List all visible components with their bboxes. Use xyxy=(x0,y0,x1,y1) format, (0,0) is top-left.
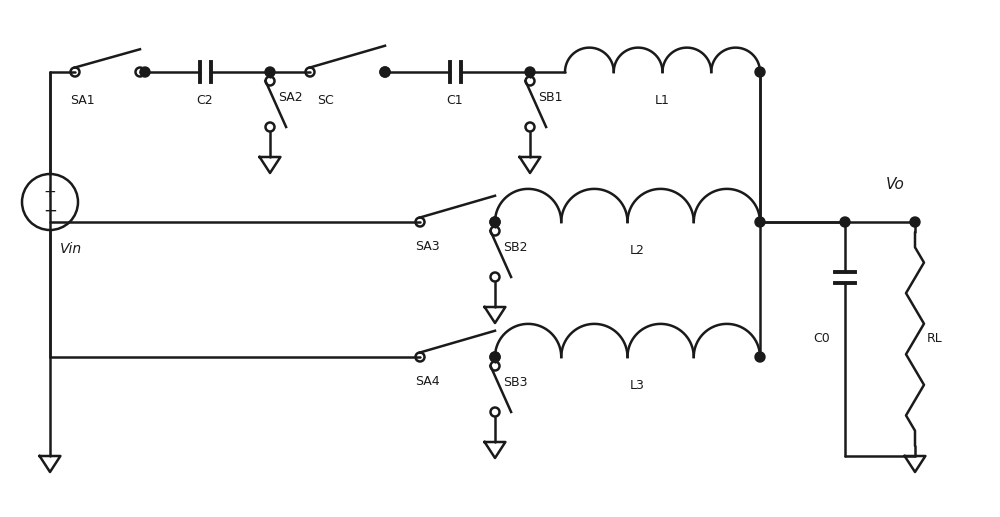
Text: RL: RL xyxy=(927,332,943,345)
Text: L1: L1 xyxy=(655,94,670,107)
Circle shape xyxy=(525,67,535,77)
Text: SB2: SB2 xyxy=(503,240,528,253)
Text: C1: C1 xyxy=(447,94,463,107)
Text: C2: C2 xyxy=(197,94,213,107)
Circle shape xyxy=(380,67,390,77)
Text: L3: L3 xyxy=(630,379,645,392)
Text: Vin: Vin xyxy=(60,242,82,256)
Text: SA2: SA2 xyxy=(278,90,303,103)
Text: SA3: SA3 xyxy=(415,240,440,253)
Circle shape xyxy=(140,67,150,77)
Text: SA1: SA1 xyxy=(70,94,95,107)
Text: SA4: SA4 xyxy=(415,375,440,388)
Text: Vo: Vo xyxy=(886,177,904,192)
Text: SC: SC xyxy=(317,94,333,107)
Text: L2: L2 xyxy=(630,244,645,257)
Circle shape xyxy=(910,217,920,227)
Circle shape xyxy=(755,217,765,227)
Circle shape xyxy=(490,352,500,362)
Text: C0: C0 xyxy=(813,332,830,345)
Circle shape xyxy=(265,67,275,77)
Circle shape xyxy=(490,217,500,227)
Text: −: − xyxy=(43,202,57,220)
Circle shape xyxy=(755,352,765,362)
Text: SB3: SB3 xyxy=(503,375,528,388)
Circle shape xyxy=(755,67,765,77)
Circle shape xyxy=(840,217,850,227)
Text: SB1: SB1 xyxy=(538,90,562,103)
Text: +: + xyxy=(44,185,56,200)
